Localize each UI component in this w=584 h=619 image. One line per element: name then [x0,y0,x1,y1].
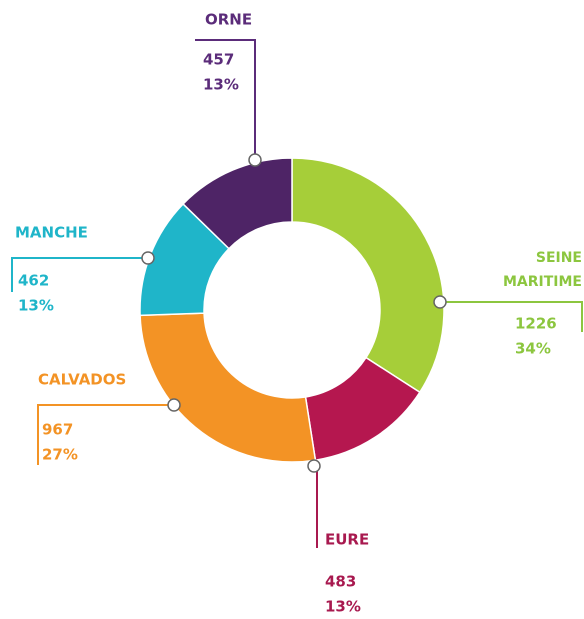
percent-label: 13% [18,297,54,315]
value-label: 967 [42,421,73,439]
leader-dot [167,398,181,412]
category-label: MANCHE [15,224,88,242]
slice [291,157,445,394]
leader-dot [141,251,155,265]
percent-label: 27% [42,446,78,464]
percent-label: 34% [515,340,551,358]
value-label: 457 [203,51,234,69]
percent-label: 13% [325,598,361,616]
percent-label: 13% [203,76,239,94]
value-label: 1226 [515,315,557,333]
leader-line [11,257,148,292]
leader-line [440,301,583,332]
category-label: ORNE [205,11,252,29]
leader-line [195,39,256,160]
value-label: 483 [325,573,356,591]
category-label: EURE [325,531,369,549]
leader-dot [248,153,262,167]
value-label: 462 [18,272,49,290]
slice [139,312,317,463]
category-label: SEINE MARITIME [502,250,582,290]
leader-line [313,465,318,548]
category-label: CALVADOS [38,371,126,389]
leader-line [37,404,174,465]
leader-dot [433,295,447,309]
leader-dot [307,459,321,473]
slice [182,157,293,250]
